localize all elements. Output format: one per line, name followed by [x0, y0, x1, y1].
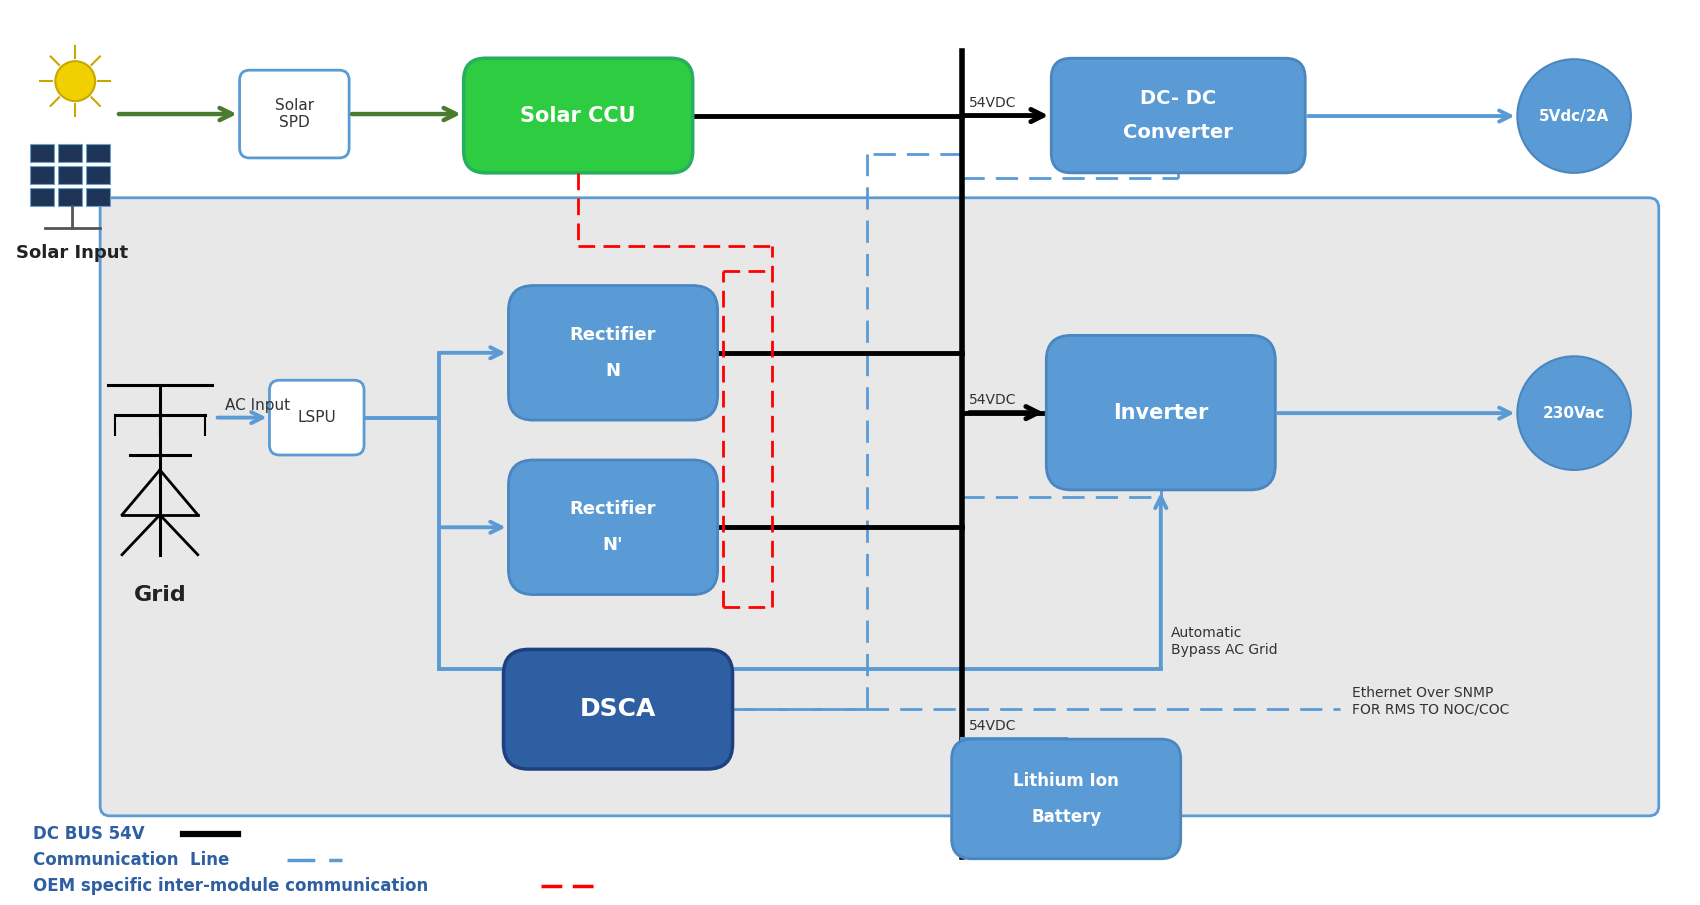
Text: DC BUS 54V: DC BUS 54V: [34, 824, 144, 843]
FancyBboxPatch shape: [1046, 336, 1275, 490]
Text: 54VDC: 54VDC: [969, 96, 1017, 110]
FancyBboxPatch shape: [31, 166, 54, 184]
FancyBboxPatch shape: [58, 166, 82, 184]
Text: Solar
SPD: Solar SPD: [275, 98, 314, 130]
Text: Converter: Converter: [1124, 123, 1232, 142]
FancyBboxPatch shape: [100, 198, 1659, 816]
Text: N': N': [604, 537, 624, 554]
FancyBboxPatch shape: [269, 380, 364, 455]
Text: DC- DC: DC- DC: [1141, 89, 1217, 108]
Circle shape: [1518, 357, 1630, 470]
Text: Automatic
Bypass AC Grid: Automatic Bypass AC Grid: [1171, 626, 1277, 656]
Text: Ethernet Over SNMP
FOR RMS TO NOC/COC: Ethernet Over SNMP FOR RMS TO NOC/COC: [1352, 686, 1510, 717]
FancyBboxPatch shape: [464, 58, 692, 173]
Text: 54VDC: 54VDC: [969, 393, 1017, 406]
Text: 5Vdc/2A: 5Vdc/2A: [1538, 109, 1610, 124]
Text: AC Input: AC Input: [224, 397, 289, 413]
Text: Lithium Ion: Lithium Ion: [1013, 772, 1119, 790]
Text: Battery: Battery: [1032, 808, 1102, 826]
Circle shape: [56, 62, 95, 101]
FancyBboxPatch shape: [1051, 58, 1306, 173]
FancyBboxPatch shape: [87, 166, 110, 184]
Text: Grid: Grid: [134, 585, 187, 605]
Text: Rectifier: Rectifier: [570, 500, 656, 519]
Text: DSCA: DSCA: [580, 697, 656, 721]
FancyBboxPatch shape: [58, 188, 82, 205]
FancyBboxPatch shape: [31, 188, 54, 205]
Text: Solar CCU: Solar CCU: [520, 106, 636, 126]
Text: LSPU: LSPU: [298, 410, 337, 425]
FancyBboxPatch shape: [31, 144, 54, 162]
FancyBboxPatch shape: [87, 188, 110, 205]
Text: 230Vac: 230Vac: [1544, 405, 1605, 421]
Circle shape: [1518, 59, 1630, 173]
Text: Communication  Line: Communication Line: [34, 851, 230, 869]
Text: OEM specific inter-module communication: OEM specific inter-module communication: [34, 877, 428, 895]
FancyBboxPatch shape: [508, 460, 717, 595]
FancyBboxPatch shape: [952, 739, 1182, 859]
Text: Solar Input: Solar Input: [17, 243, 128, 262]
Text: N: N: [605, 362, 620, 380]
Text: Rectifier: Rectifier: [570, 326, 656, 344]
FancyBboxPatch shape: [503, 650, 733, 769]
FancyBboxPatch shape: [240, 71, 348, 157]
FancyBboxPatch shape: [508, 285, 717, 420]
FancyBboxPatch shape: [58, 144, 82, 162]
FancyBboxPatch shape: [87, 144, 110, 162]
Text: Inverter: Inverter: [1114, 403, 1209, 423]
Text: 54VDC: 54VDC: [969, 719, 1017, 733]
